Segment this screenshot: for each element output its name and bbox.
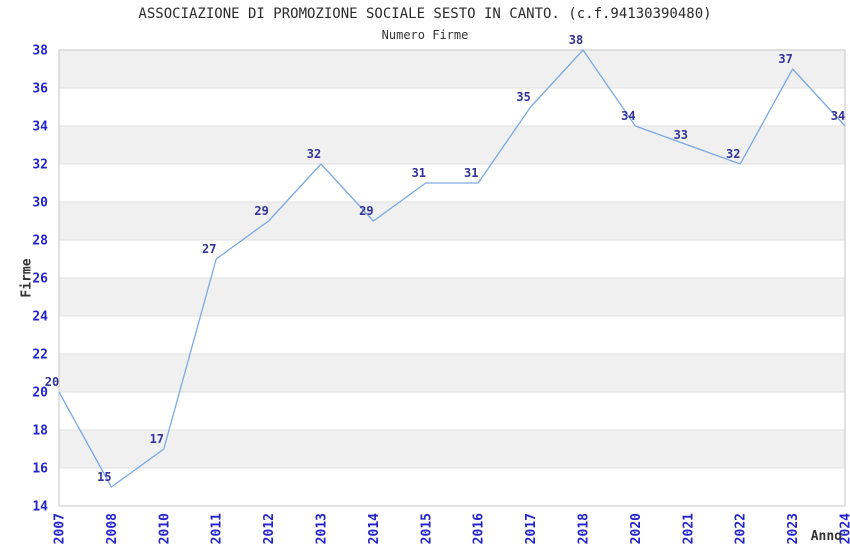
x-tick-label: 2014 xyxy=(367,513,382,544)
data-point-label: 27 xyxy=(202,242,216,256)
grid-band xyxy=(59,202,845,240)
y-axis-label: Firme xyxy=(19,258,35,298)
y-tick-label: 34 xyxy=(32,120,48,135)
data-point-label: 34 xyxy=(831,109,845,123)
data-point-label: 20 xyxy=(45,375,59,389)
x-tick-label: 2024 xyxy=(839,513,850,544)
y-tick-label: 30 xyxy=(32,196,48,211)
data-point-label: 29 xyxy=(254,204,268,218)
x-tick-label: 2016 xyxy=(472,513,487,544)
x-tick-label: 2020 xyxy=(629,513,644,544)
x-tick-label: 2015 xyxy=(419,513,434,544)
y-tick-label: 20 xyxy=(32,386,48,401)
grid-band xyxy=(59,50,845,88)
data-point-label: 35 xyxy=(516,90,530,104)
grid-band xyxy=(59,430,845,468)
y-tick-label: 16 xyxy=(32,462,48,477)
y-tick-label: 32 xyxy=(32,158,48,173)
y-tick-label: 28 xyxy=(32,234,48,249)
y-tick-label: 38 xyxy=(32,44,48,59)
x-tick-label: 2008 xyxy=(105,513,120,544)
series-line xyxy=(58,49,846,488)
data-point-label: 31 xyxy=(464,166,478,180)
y-tick-label: 14 xyxy=(32,500,48,515)
data-point-label: 17 xyxy=(150,432,164,446)
data-point-label: 38 xyxy=(569,33,583,47)
chart-title: ASSOCIAZIONE DI PROMOZIONE SOCIALE SESTO… xyxy=(138,6,712,22)
x-tick-label: 2022 xyxy=(734,513,749,544)
data-point-label: 32 xyxy=(307,147,321,161)
y-tick-label: 18 xyxy=(32,424,48,439)
data-point-label: 31 xyxy=(412,166,426,180)
grid-band xyxy=(59,126,845,164)
x-tick-label: 2017 xyxy=(524,513,539,544)
x-tick-label: 2023 xyxy=(786,513,801,544)
data-point-label: 15 xyxy=(97,470,111,484)
data-point-label: 32 xyxy=(726,147,740,161)
chart-subtitle: Numero Firme xyxy=(381,28,469,42)
y-tick-label: 26 xyxy=(32,272,48,287)
x-tick-label: 2018 xyxy=(577,513,592,544)
x-axis-label: Anno xyxy=(810,529,842,544)
data-point-label: 33 xyxy=(674,128,688,142)
y-tick-label: 36 xyxy=(32,82,48,97)
data-point-label: 34 xyxy=(621,109,635,123)
y-tick-label: 22 xyxy=(32,348,48,363)
data-point-label: 29 xyxy=(359,204,373,218)
x-tick-label: 2013 xyxy=(315,513,330,544)
data-point-label: 37 xyxy=(778,52,792,66)
plot-border xyxy=(58,49,846,507)
x-tick-label: 2012 xyxy=(262,513,277,544)
grid-band xyxy=(59,278,845,316)
x-tick-label: 2007 xyxy=(53,513,68,544)
x-tick-label: 2021 xyxy=(681,513,696,544)
y-tick-label: 24 xyxy=(32,310,48,325)
x-tick-label: 2010 xyxy=(157,513,172,544)
x-tick-label: 2011 xyxy=(210,513,225,544)
grid-band xyxy=(59,354,845,392)
